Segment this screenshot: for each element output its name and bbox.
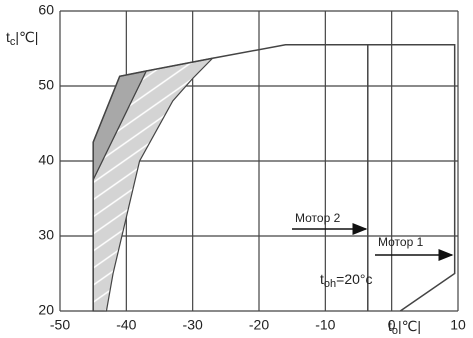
y-label-unit: |℃| bbox=[15, 29, 38, 45]
x-tick-label: -30 bbox=[183, 317, 203, 333]
y-tick-label: 40 bbox=[38, 152, 54, 168]
y-tick-label: 30 bbox=[38, 227, 54, 243]
y-tick-label: 60 bbox=[38, 2, 54, 18]
x-axis-label: to|℃| bbox=[388, 318, 421, 337]
plot-area: 20 30 40 50 60 -50 -40 -30 -20 -10 0 10 bbox=[38, 2, 466, 333]
x-label-main: t bbox=[388, 318, 392, 334]
y-label-sub: c bbox=[10, 36, 16, 48]
y-tick-label: 50 bbox=[38, 77, 54, 93]
x-label-sub: o bbox=[392, 325, 398, 337]
y-axis-label: tc|℃| bbox=[6, 29, 38, 48]
x-label-unit: |℃| bbox=[398, 318, 421, 334]
x-tick-label: -40 bbox=[116, 317, 136, 333]
annotation: toh=20°c bbox=[320, 271, 373, 290]
x-tick-label: 0 bbox=[388, 317, 396, 333]
y-label-main: t bbox=[6, 29, 10, 45]
annotation-rest: =20°c bbox=[336, 271, 372, 287]
motor-label: Мотор 1 bbox=[378, 235, 424, 249]
y-tick-label: 20 bbox=[38, 302, 54, 318]
x-tick-label: -20 bbox=[249, 317, 269, 333]
annotation-sub: oh bbox=[324, 278, 336, 290]
x-tick-label: -50 bbox=[50, 317, 70, 333]
annotation-main: t bbox=[320, 271, 324, 287]
x-tick-label: 10 bbox=[450, 317, 466, 333]
motor-label: Мотор 2 bbox=[295, 211, 341, 225]
x-tick-label: -10 bbox=[315, 317, 335, 333]
envelope-line bbox=[92, 44, 456, 312]
